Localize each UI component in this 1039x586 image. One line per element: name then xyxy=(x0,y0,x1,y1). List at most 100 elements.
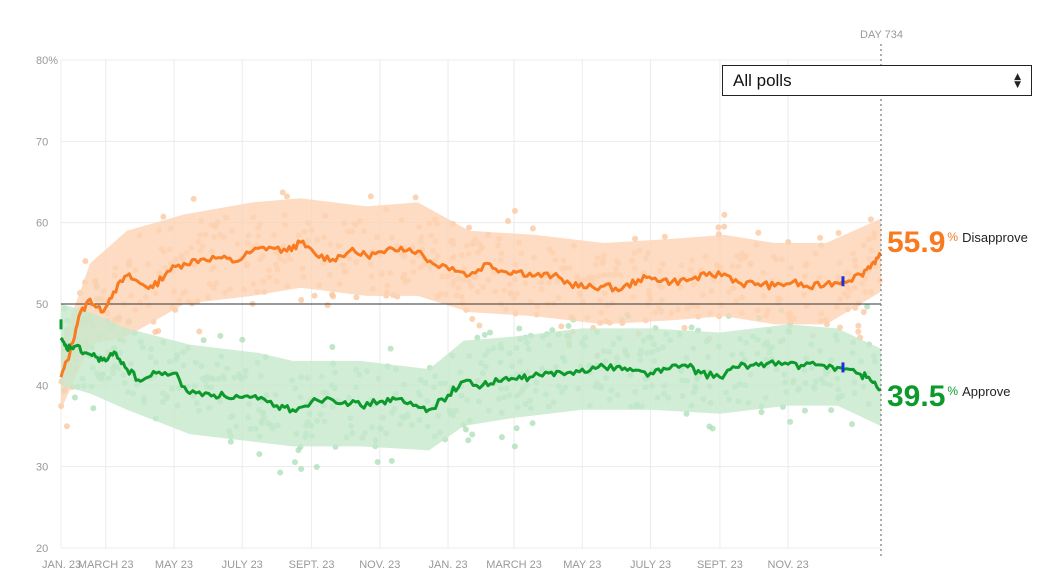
disapprove-marker xyxy=(59,319,63,330)
poll-dot xyxy=(71,394,78,401)
y-tick-label: 20 xyxy=(36,543,48,555)
x-tick-label: MAY 23 xyxy=(563,559,601,571)
y-tick-label: 70 xyxy=(36,136,48,148)
y-tick-label: 30 xyxy=(36,462,48,474)
poll-dot xyxy=(721,223,728,230)
poll-dot xyxy=(529,225,536,232)
poll-dot xyxy=(817,234,824,241)
disapprove-pct-sign: % xyxy=(947,230,959,244)
x-tick-label: MAY 23 xyxy=(155,559,193,571)
poll-dot xyxy=(367,193,374,200)
poll-dot xyxy=(465,437,472,444)
poll-dot xyxy=(558,323,565,330)
x-tick-label: SEPT. 23 xyxy=(697,559,743,571)
x-tick-label: SEPT. 23 xyxy=(289,559,335,571)
poll-dot xyxy=(828,407,835,414)
poll-dot xyxy=(311,292,318,299)
y-tick-label: 80% xyxy=(36,55,58,67)
poll-dot xyxy=(787,418,794,425)
poll-dot xyxy=(196,328,203,335)
poll-dot xyxy=(835,230,842,237)
y-tick-label: 40 xyxy=(36,380,48,392)
poll-dot xyxy=(487,329,494,336)
poll-dot xyxy=(90,405,97,412)
poll-dot xyxy=(565,322,572,329)
approve-end-label: 39.5 % Approve xyxy=(887,382,1010,412)
x-tick-label: JAN. 23 xyxy=(428,559,467,571)
x-tick-label: MARCH 23 xyxy=(486,559,542,571)
poll-dot xyxy=(227,438,234,445)
disapprove-line xyxy=(59,239,883,378)
approve-pct-sign: % xyxy=(947,384,959,398)
poll-dot xyxy=(867,216,874,223)
approve-marker xyxy=(841,362,845,373)
approve-value: 39.5 xyxy=(887,380,946,413)
poll-filter-select[interactable]: All polls ▲ ▼ xyxy=(722,65,1032,96)
poll-dot xyxy=(516,325,523,332)
poll-dot xyxy=(217,332,224,339)
poll-dot xyxy=(190,195,197,202)
x-tick-label: JULY 23 xyxy=(222,559,263,571)
poll-dot xyxy=(329,343,336,350)
poll-dot xyxy=(353,294,360,301)
poll-dot xyxy=(63,423,70,430)
poll-dot xyxy=(298,296,305,303)
poll-dot xyxy=(849,421,856,428)
poll-dot xyxy=(855,328,862,335)
poll-dot xyxy=(481,331,488,338)
y-axis: 80% 70 60 50 40 30 20 xyxy=(36,55,58,555)
series-markers xyxy=(59,276,845,373)
poll-dot xyxy=(466,224,473,231)
poll-dot xyxy=(721,211,728,218)
y-tick-label: 50 xyxy=(36,299,48,311)
poll-dot xyxy=(755,229,762,236)
poll-dot xyxy=(291,459,298,466)
poll-dot xyxy=(511,207,518,214)
poll-filter-value: All polls xyxy=(733,70,792,90)
updown-arrows-icon: ▲ ▼ xyxy=(1014,71,1021,90)
poll-dot xyxy=(632,235,639,242)
poll-dot xyxy=(476,322,483,329)
y-tick-label: 60 xyxy=(36,218,48,230)
poll-dot xyxy=(82,258,89,265)
poll-dot xyxy=(374,458,381,465)
disapprove-end-label: 55.9 % Disapprove xyxy=(887,228,1028,258)
poll-dot xyxy=(160,213,167,220)
poll-dot xyxy=(324,302,331,309)
approve-band xyxy=(61,304,881,451)
disapprove-value: 55.9 xyxy=(887,226,946,259)
approve-line xyxy=(59,337,882,414)
x-tick-label: MARCH 23 xyxy=(78,559,134,571)
disapprove-marker xyxy=(841,276,845,287)
poll-dot xyxy=(661,233,668,240)
poll-dot xyxy=(279,189,286,196)
poll-dot xyxy=(388,457,395,464)
poll-dot xyxy=(511,443,518,450)
poll-dot xyxy=(474,334,481,341)
poll-dot xyxy=(462,426,469,433)
current-day-label: DAY 734 xyxy=(860,29,904,41)
poll-dot xyxy=(200,337,207,344)
x-tick-label: JAN. 23 xyxy=(42,559,81,571)
poll-dot xyxy=(469,316,476,323)
poll-dot xyxy=(330,293,337,300)
poll-dot xyxy=(152,329,159,336)
poll-dot xyxy=(513,425,520,432)
poll-dot xyxy=(529,420,536,427)
poll-dot xyxy=(298,466,305,473)
poll-dot xyxy=(277,469,284,476)
x-tick-label: JULY 23 xyxy=(630,559,671,571)
x-tick-label: NOV. 23 xyxy=(768,559,809,571)
poll-dot xyxy=(688,324,695,331)
poll-dot xyxy=(387,345,394,352)
trend-lines xyxy=(59,239,883,414)
poll-dot xyxy=(683,410,690,417)
approve-name: Approve xyxy=(962,384,1011,399)
poll-dot xyxy=(504,217,511,224)
poll-dot xyxy=(498,434,505,441)
x-tick-label: NOV. 23 xyxy=(359,559,400,571)
poll-dot xyxy=(758,409,765,416)
poll-dot xyxy=(801,407,808,414)
poll-dot xyxy=(313,464,320,471)
